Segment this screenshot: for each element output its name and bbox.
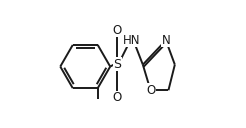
Text: HN: HN: [123, 34, 140, 47]
Text: O: O: [113, 24, 122, 37]
Text: N: N: [162, 34, 170, 47]
Text: O: O: [146, 84, 155, 97]
Text: O: O: [113, 91, 122, 104]
Text: S: S: [113, 57, 121, 71]
